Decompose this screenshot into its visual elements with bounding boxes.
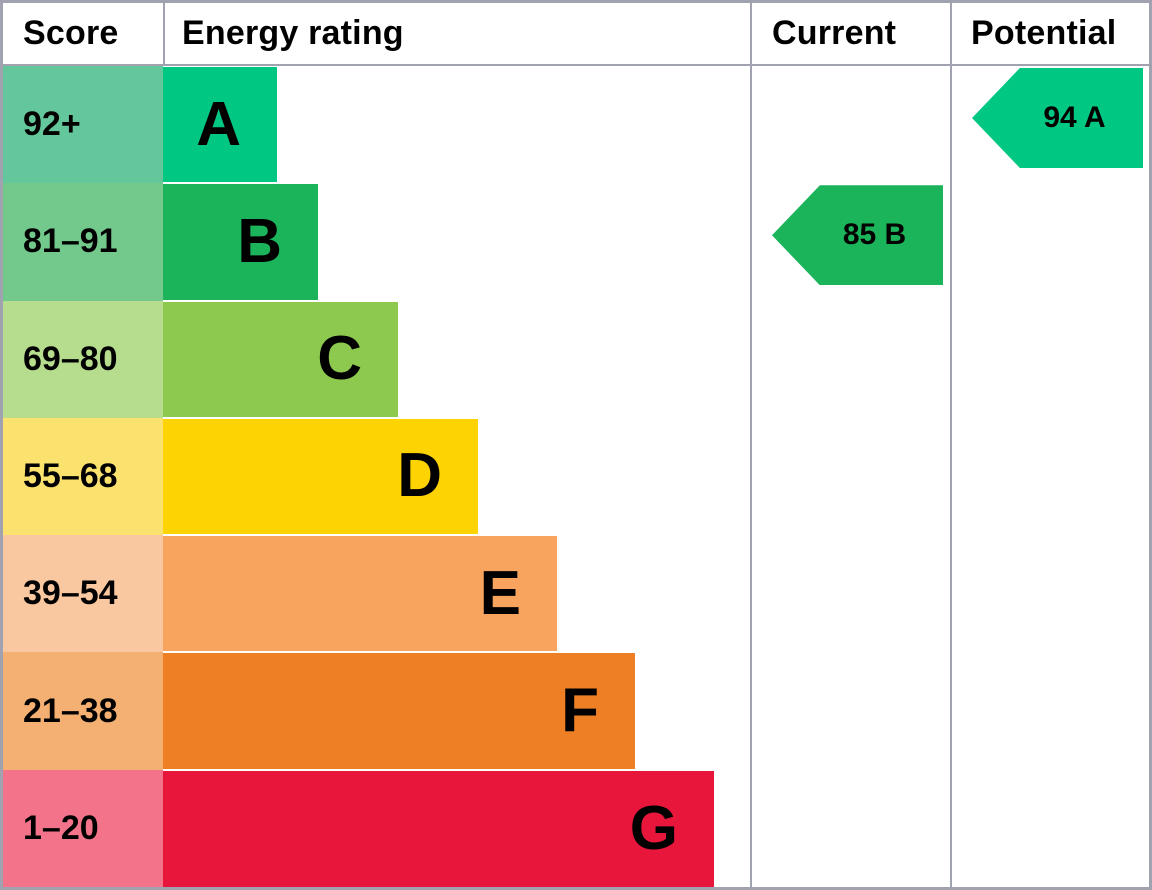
score-range-c: 69–80	[3, 300, 163, 418]
potential-cell-d	[952, 418, 1149, 535]
rating-row-g: 1–20 G	[3, 769, 1149, 887]
bar-area-e: E	[163, 535, 750, 653]
score-range-d: 55–68	[3, 417, 163, 536]
current-cell-d	[750, 417, 952, 536]
rating-bar-a: A	[163, 67, 277, 183]
potential-cell-g	[952, 770, 1149, 887]
current-cell-b: 85 B	[750, 183, 952, 301]
rating-row-f: 21–38 F	[3, 652, 1149, 770]
rating-bar-f: F	[163, 653, 635, 769]
rating-row-c: 69–80 C	[3, 300, 1149, 418]
score-column-header: Score	[23, 14, 119, 52]
bar-area-g: G	[163, 769, 750, 887]
current-cell-a	[750, 66, 952, 184]
chart-header-row: Score Energy rating Current Potential	[3, 3, 1149, 66]
potential-column-header: Potential	[971, 14, 1117, 52]
rating-row-d: 55–68 D	[3, 417, 1149, 536]
score-range-g: 1–20	[3, 769, 163, 887]
rating-bar-c: C	[163, 301, 398, 417]
rating-row-e: 39–54 E	[3, 535, 1149, 653]
rating-letter-e: E	[479, 558, 521, 628]
current-cell-g	[750, 769, 952, 887]
bar-area-c: C	[163, 300, 750, 418]
rating-bar-g: G	[163, 770, 714, 887]
bar-area-b: B	[163, 183, 750, 301]
current-cell-f	[750, 652, 952, 770]
current-column-header: Current	[750, 3, 952, 64]
rating-bar-d: D	[163, 418, 478, 535]
score-range-a: 92+	[3, 66, 163, 184]
rating-bar-b: B	[163, 184, 318, 300]
rating-letter-d: D	[397, 441, 442, 511]
current-rating-arrow: 85 B	[772, 185, 943, 286]
rating-letter-g: G	[629, 793, 678, 863]
potential-cell-f	[952, 652, 1149, 769]
rating-letter-a: A	[196, 89, 241, 159]
current-cell-e	[750, 535, 952, 653]
rating-bar-e: E	[163, 536, 557, 652]
bar-area-d: D	[163, 417, 750, 536]
potential-cell-c	[952, 301, 1149, 418]
current-cell-c	[750, 300, 952, 418]
rating-letter-f: F	[561, 676, 599, 746]
score-range-e: 39–54	[3, 535, 163, 653]
current-rating-label: 85 B	[842, 218, 907, 252]
rating-row-b: 81–91 B 85 B	[3, 183, 1149, 301]
score-range-b: 81–91	[3, 183, 163, 301]
rating-letter-b: B	[237, 206, 282, 276]
potential-cell-b	[952, 183, 1149, 300]
bar-area-a: A	[163, 66, 750, 184]
potential-rating-arrow: 94 A	[972, 68, 1143, 168]
potential-cell-e	[952, 535, 1149, 652]
rating-row-a: 92+ A 94 A	[3, 66, 1149, 184]
energy-rating-column-header: Energy rating	[163, 3, 750, 64]
rating-letter-c: C	[317, 324, 362, 394]
bar-area-f: F	[163, 652, 750, 770]
potential-rating-label: 94 A	[1043, 101, 1106, 134]
score-range-f: 21–38	[3, 652, 163, 770]
potential-cell-a: 94 A	[952, 66, 1149, 183]
